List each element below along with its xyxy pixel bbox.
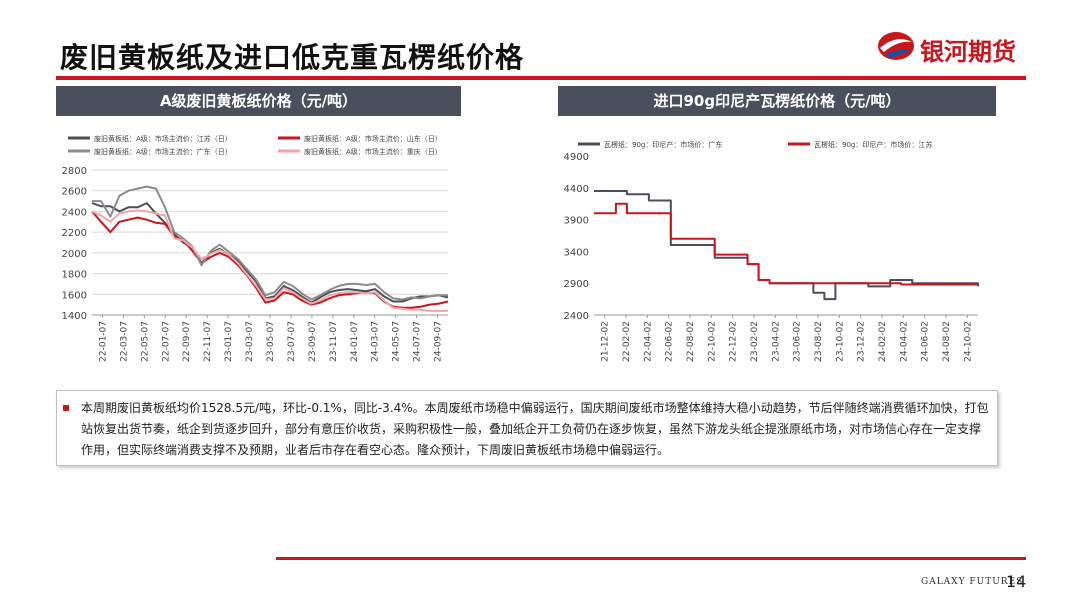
- x-tick-label-0-0: 22-01-07: [98, 321, 108, 362]
- x-tick-label-0-8: 23-05-07: [266, 321, 276, 362]
- legend-label-1-1: 瓦楞纸：90g：印尼产：市场价：江苏: [814, 140, 932, 149]
- legend-label-0-1: 废旧黄板纸：A级：市场主流价：山东（日）: [304, 134, 442, 143]
- right-chart: 瓦楞纸：90g：印尼产：市场价：广东 瓦楞纸：90g：印尼产：市场价：江苏 2400…: [564, 140, 979, 362]
- x-tick-label-0-10: 23-09-07: [308, 321, 318, 362]
- x-tick-label-1-2: 22-04-02: [643, 321, 653, 362]
- x-tick-label-1-12: 23-12-02: [857, 321, 867, 362]
- brand-name: 银河期货: [920, 38, 1016, 66]
- x-tick-label-1-3: 22-06-02: [665, 321, 675, 362]
- footer-rule: [276, 557, 1026, 560]
- left-chart: 废旧黄板纸：A级：市场主流价：江苏（日） 废旧黄板纸：A级：市场主流价：山东（日）…: [62, 134, 449, 362]
- x-tick-label-0-11: 23-11-07: [329, 321, 339, 362]
- x-tick-label-0-4: 22-09-07: [182, 321, 192, 362]
- right-chart-header: 进口90g印尼产瓦楞纸价格（元/吨）: [558, 86, 996, 116]
- page-number: 14: [1006, 572, 1027, 591]
- y-tick-label-1-1: 2900: [564, 279, 589, 290]
- x-tick-label-1-7: 23-02-02: [750, 321, 760, 362]
- x-tick-label-1-13: 24-02-02: [878, 321, 888, 362]
- title-underline: [56, 76, 1026, 80]
- x-tick-label-1-5: 22-10-02: [707, 321, 717, 362]
- y-tick-label-0-0: 1400: [62, 311, 87, 322]
- series-line-0-0: [91, 202, 449, 304]
- y-tick-label-0-5: 2400: [62, 207, 87, 218]
- x-tick-label-1-4: 22-08-02: [686, 321, 696, 362]
- x-tick-label-0-1: 22-03-07: [119, 321, 129, 362]
- x-tick-label-1-16: 24-08-02: [942, 321, 952, 362]
- bullet-icon: [63, 405, 69, 411]
- x-tick-label-1-14: 24-04-02: [899, 321, 909, 362]
- x-tick-label-0-2: 22-05-07: [140, 321, 150, 362]
- y-tick-label-0-3: 2000: [62, 249, 87, 260]
- x-tick-label-1-6: 22-12-02: [729, 321, 739, 362]
- x-tick-label-1-8: 23-04-02: [771, 321, 781, 362]
- x-tick-label-0-5: 22-11-07: [203, 321, 213, 362]
- x-tick-label-0-3: 22-07-07: [161, 321, 171, 362]
- legend-label-0-3: 废旧黄板纸：A级：市场主流价：重庆（日）: [304, 147, 442, 156]
- page-title: 废旧黄板纸及进口低克重瓦楞纸价格: [60, 41, 525, 74]
- legend-label-0-2: 废旧黄板纸：A级：市场主流价：广东（日）: [94, 147, 232, 156]
- y-tick-label-1-3: 3900: [564, 216, 589, 227]
- y-tick-label-0-7: 2800: [62, 166, 87, 177]
- y-tick-label-1-2: 3400: [564, 247, 589, 258]
- x-tick-label-0-15: 24-07-07: [413, 321, 423, 362]
- x-tick-label-0-16: 24-09-07: [434, 321, 444, 362]
- y-tick-label-0-1: 1600: [62, 290, 87, 301]
- x-tick-label-0-9: 23-07-07: [287, 321, 297, 362]
- left-chart-header: A级废旧黄板纸价格（元/吨）: [56, 86, 461, 116]
- x-tick-label-0-14: 24-05-07: [392, 321, 402, 362]
- x-tick-label-1-0: 21-12-02: [601, 321, 611, 362]
- x-tick-label-1-17: 24-10-02: [963, 321, 973, 362]
- legend-label-0-0: 废旧黄板纸：A级：市场主流价：江苏（日）: [94, 134, 232, 143]
- footer-brand: GALAXY FUTURES: [921, 577, 1024, 587]
- commentary-text: 本周期废旧黄板纸均价1528.5元/吨，环比-0.1%，同比-3.4%。本周废纸…: [81, 401, 989, 457]
- y-tick-label-0-4: 2200: [62, 228, 87, 239]
- x-tick-label-0-7: 23-03-07: [245, 321, 255, 362]
- x-tick-label-0-12: 24-01-07: [350, 321, 360, 362]
- y-tick-label-1-5: 4900: [564, 152, 589, 163]
- x-tick-label-1-15: 24-06-02: [921, 321, 931, 362]
- brand-logo: 银河期货: [876, 28, 1036, 66]
- x-tick-label-1-10: 23-08-02: [814, 321, 824, 362]
- x-tick-label-0-13: 24-03-07: [371, 321, 381, 362]
- galaxy-logo-icon: [878, 32, 914, 60]
- x-tick-label-1-9: 23-06-02: [793, 321, 803, 362]
- y-tick-label-1-0: 2400: [564, 311, 589, 322]
- series-line-0-2: [92, 185, 448, 301]
- y-tick-label-0-6: 2600: [62, 187, 87, 198]
- y-tick-label-1-4: 4400: [564, 184, 589, 195]
- commentary-box: 本周期废旧黄板纸均价1528.5元/吨，环比-0.1%，同比-3.4%。本周废纸…: [56, 390, 998, 466]
- x-tick-label-1-11: 23-10-02: [835, 321, 845, 362]
- series-line-0-3: [91, 209, 448, 312]
- x-tick-label-1-1: 22-02-02: [622, 321, 632, 362]
- y-tick-label-0-2: 1800: [62, 270, 87, 281]
- series-line-1-1: [594, 202, 978, 286]
- legend-label-1-0: 瓦楞纸：90g：印尼产：市场价：广东: [604, 140, 722, 149]
- x-tick-label-0-6: 23-01-07: [224, 321, 234, 362]
